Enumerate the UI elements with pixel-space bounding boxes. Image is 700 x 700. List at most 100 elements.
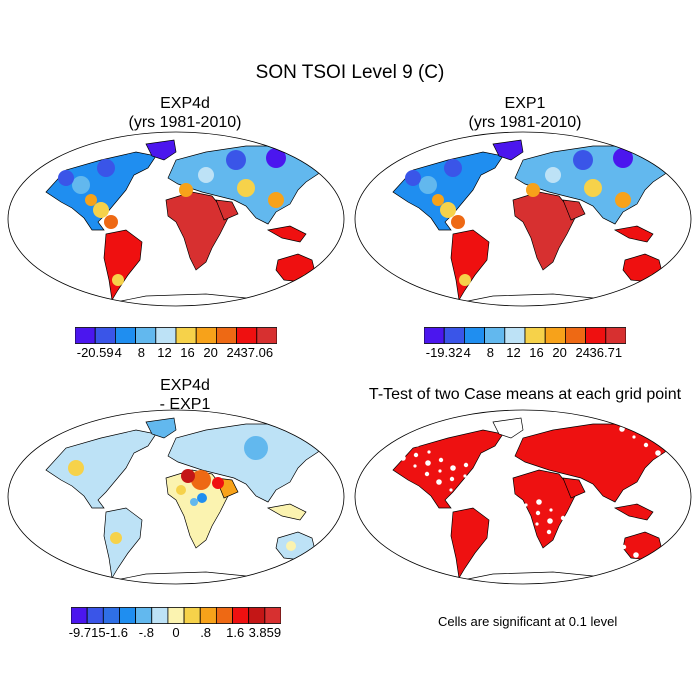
grid-cell <box>644 431 650 437</box>
colorbar-tick-label: 16 <box>180 345 195 360</box>
grid-cell <box>449 488 453 492</box>
grid-cell <box>621 556 625 560</box>
grid-cell <box>302 274 310 282</box>
grid-cell <box>438 469 442 473</box>
colorbar-tick-label: 20 <box>552 345 567 360</box>
colorbar-exp4d <box>75 327 277 344</box>
colorbar-box <box>256 327 277 344</box>
landmass-australia <box>622 531 664 561</box>
landmass-seasia <box>266 503 307 521</box>
map-frame <box>7 409 345 585</box>
landmass-arabia <box>215 199 239 221</box>
panel-exp4d-title: EXP4d (yrs 1981-2010) <box>35 94 335 132</box>
grid-cell <box>400 455 406 461</box>
grid-cell <box>191 470 211 490</box>
colorbar-tick-label: 24 <box>226 345 241 360</box>
grid-cell <box>112 274 124 286</box>
map-exp1 <box>354 131 692 307</box>
landmass-seasia <box>613 225 654 243</box>
grid-cell <box>419 176 437 194</box>
landmass-arabia <box>562 477 586 499</box>
colorbar-tick-label: 12 <box>506 345 521 360</box>
grid-cell <box>110 532 122 544</box>
grid-cell <box>583 542 589 548</box>
grid-cell <box>560 527 564 531</box>
colorbar-box <box>504 327 526 344</box>
grid-cell <box>463 462 469 468</box>
grid-cell <box>432 194 444 206</box>
landmass-eurasia <box>514 423 674 503</box>
grid-cell <box>198 167 214 183</box>
grid-cell <box>414 441 420 447</box>
colorbar-box <box>135 607 153 624</box>
landmass-northAmerica <box>45 151 157 231</box>
colorbar-tick-label: .8 <box>200 625 212 640</box>
colorbar-tick-label: 16 <box>529 345 544 360</box>
grid-cell <box>657 440 661 444</box>
grid-cell <box>633 552 639 558</box>
colorbar-tick-label: 0 <box>172 625 180 640</box>
grid-cell <box>438 457 444 463</box>
grid-cell <box>190 498 198 506</box>
colorbar-box <box>135 327 157 344</box>
grid-cell <box>643 442 649 448</box>
grid-cell <box>268 192 284 208</box>
colorbar-exp1 <box>424 327 626 344</box>
colorbar-box <box>195 327 217 344</box>
grid-cell <box>197 493 207 503</box>
colorbar-box <box>199 607 217 624</box>
colorbar-tick-label: 4 <box>114 345 122 360</box>
colorbar-box <box>215 607 233 624</box>
colorbar-box <box>524 327 546 344</box>
map-frame <box>354 409 692 585</box>
grid-cell <box>608 547 614 553</box>
grid-cell <box>607 558 613 564</box>
colorbar-box <box>151 607 169 624</box>
grid-cell <box>560 515 566 521</box>
panel-diff-title-line2: - EXP1 <box>159 396 211 413</box>
grid-cell <box>266 148 286 168</box>
colorbar-box <box>215 327 237 344</box>
grid-cell <box>655 450 661 456</box>
map-ttest <box>354 409 692 585</box>
colorbar-tick-label: 4 <box>463 345 471 360</box>
colorbar-diff-labels: -9.715 -1.6 -.8 0 .8 1.6 3.859 <box>68 625 281 641</box>
grid-cell <box>510 505 516 511</box>
landmass-greenland <box>492 139 524 161</box>
colorbar-box <box>102 607 120 624</box>
grid-cell <box>584 179 602 197</box>
colorbar-box <box>605 327 626 344</box>
colorbar-box <box>71 607 88 624</box>
landmass-northAmerica <box>392 151 504 231</box>
grid-cell <box>632 563 638 569</box>
map-diff <box>7 409 345 585</box>
grid-cell <box>237 179 255 197</box>
grid-cell <box>571 546 575 550</box>
grid-cell <box>461 484 467 490</box>
grid-cell <box>545 167 561 183</box>
grid-cell <box>668 459 672 463</box>
colorbar-tick-label: -9.715 <box>68 625 106 640</box>
grid-cell <box>649 274 657 282</box>
grid-cell <box>535 510 541 516</box>
grid-cell <box>413 452 419 458</box>
landmass-africa <box>512 191 576 271</box>
landmass-southAmerica <box>450 229 490 302</box>
grid-cell <box>536 499 542 505</box>
colorbar-tick-label: -.8 <box>138 625 154 640</box>
grid-cell <box>596 551 600 555</box>
grid-cell <box>497 508 503 514</box>
landmass-australia <box>275 253 317 283</box>
grid-cell <box>226 150 246 170</box>
panel-exp4d-title-line1: EXP4d <box>160 95 210 112</box>
colorbar-box <box>585 327 607 344</box>
grid-cell <box>657 428 663 434</box>
map-frame <box>7 131 345 307</box>
grid-cell <box>85 194 97 206</box>
grid-cell <box>615 192 631 208</box>
colorbar-tick-label: 8 <box>137 345 145 360</box>
grid-cell <box>104 215 118 229</box>
figure-title: SON TSOI Level 9 (C) <box>255 62 445 83</box>
grid-cell <box>546 529 552 535</box>
colorbar-box <box>175 327 197 344</box>
